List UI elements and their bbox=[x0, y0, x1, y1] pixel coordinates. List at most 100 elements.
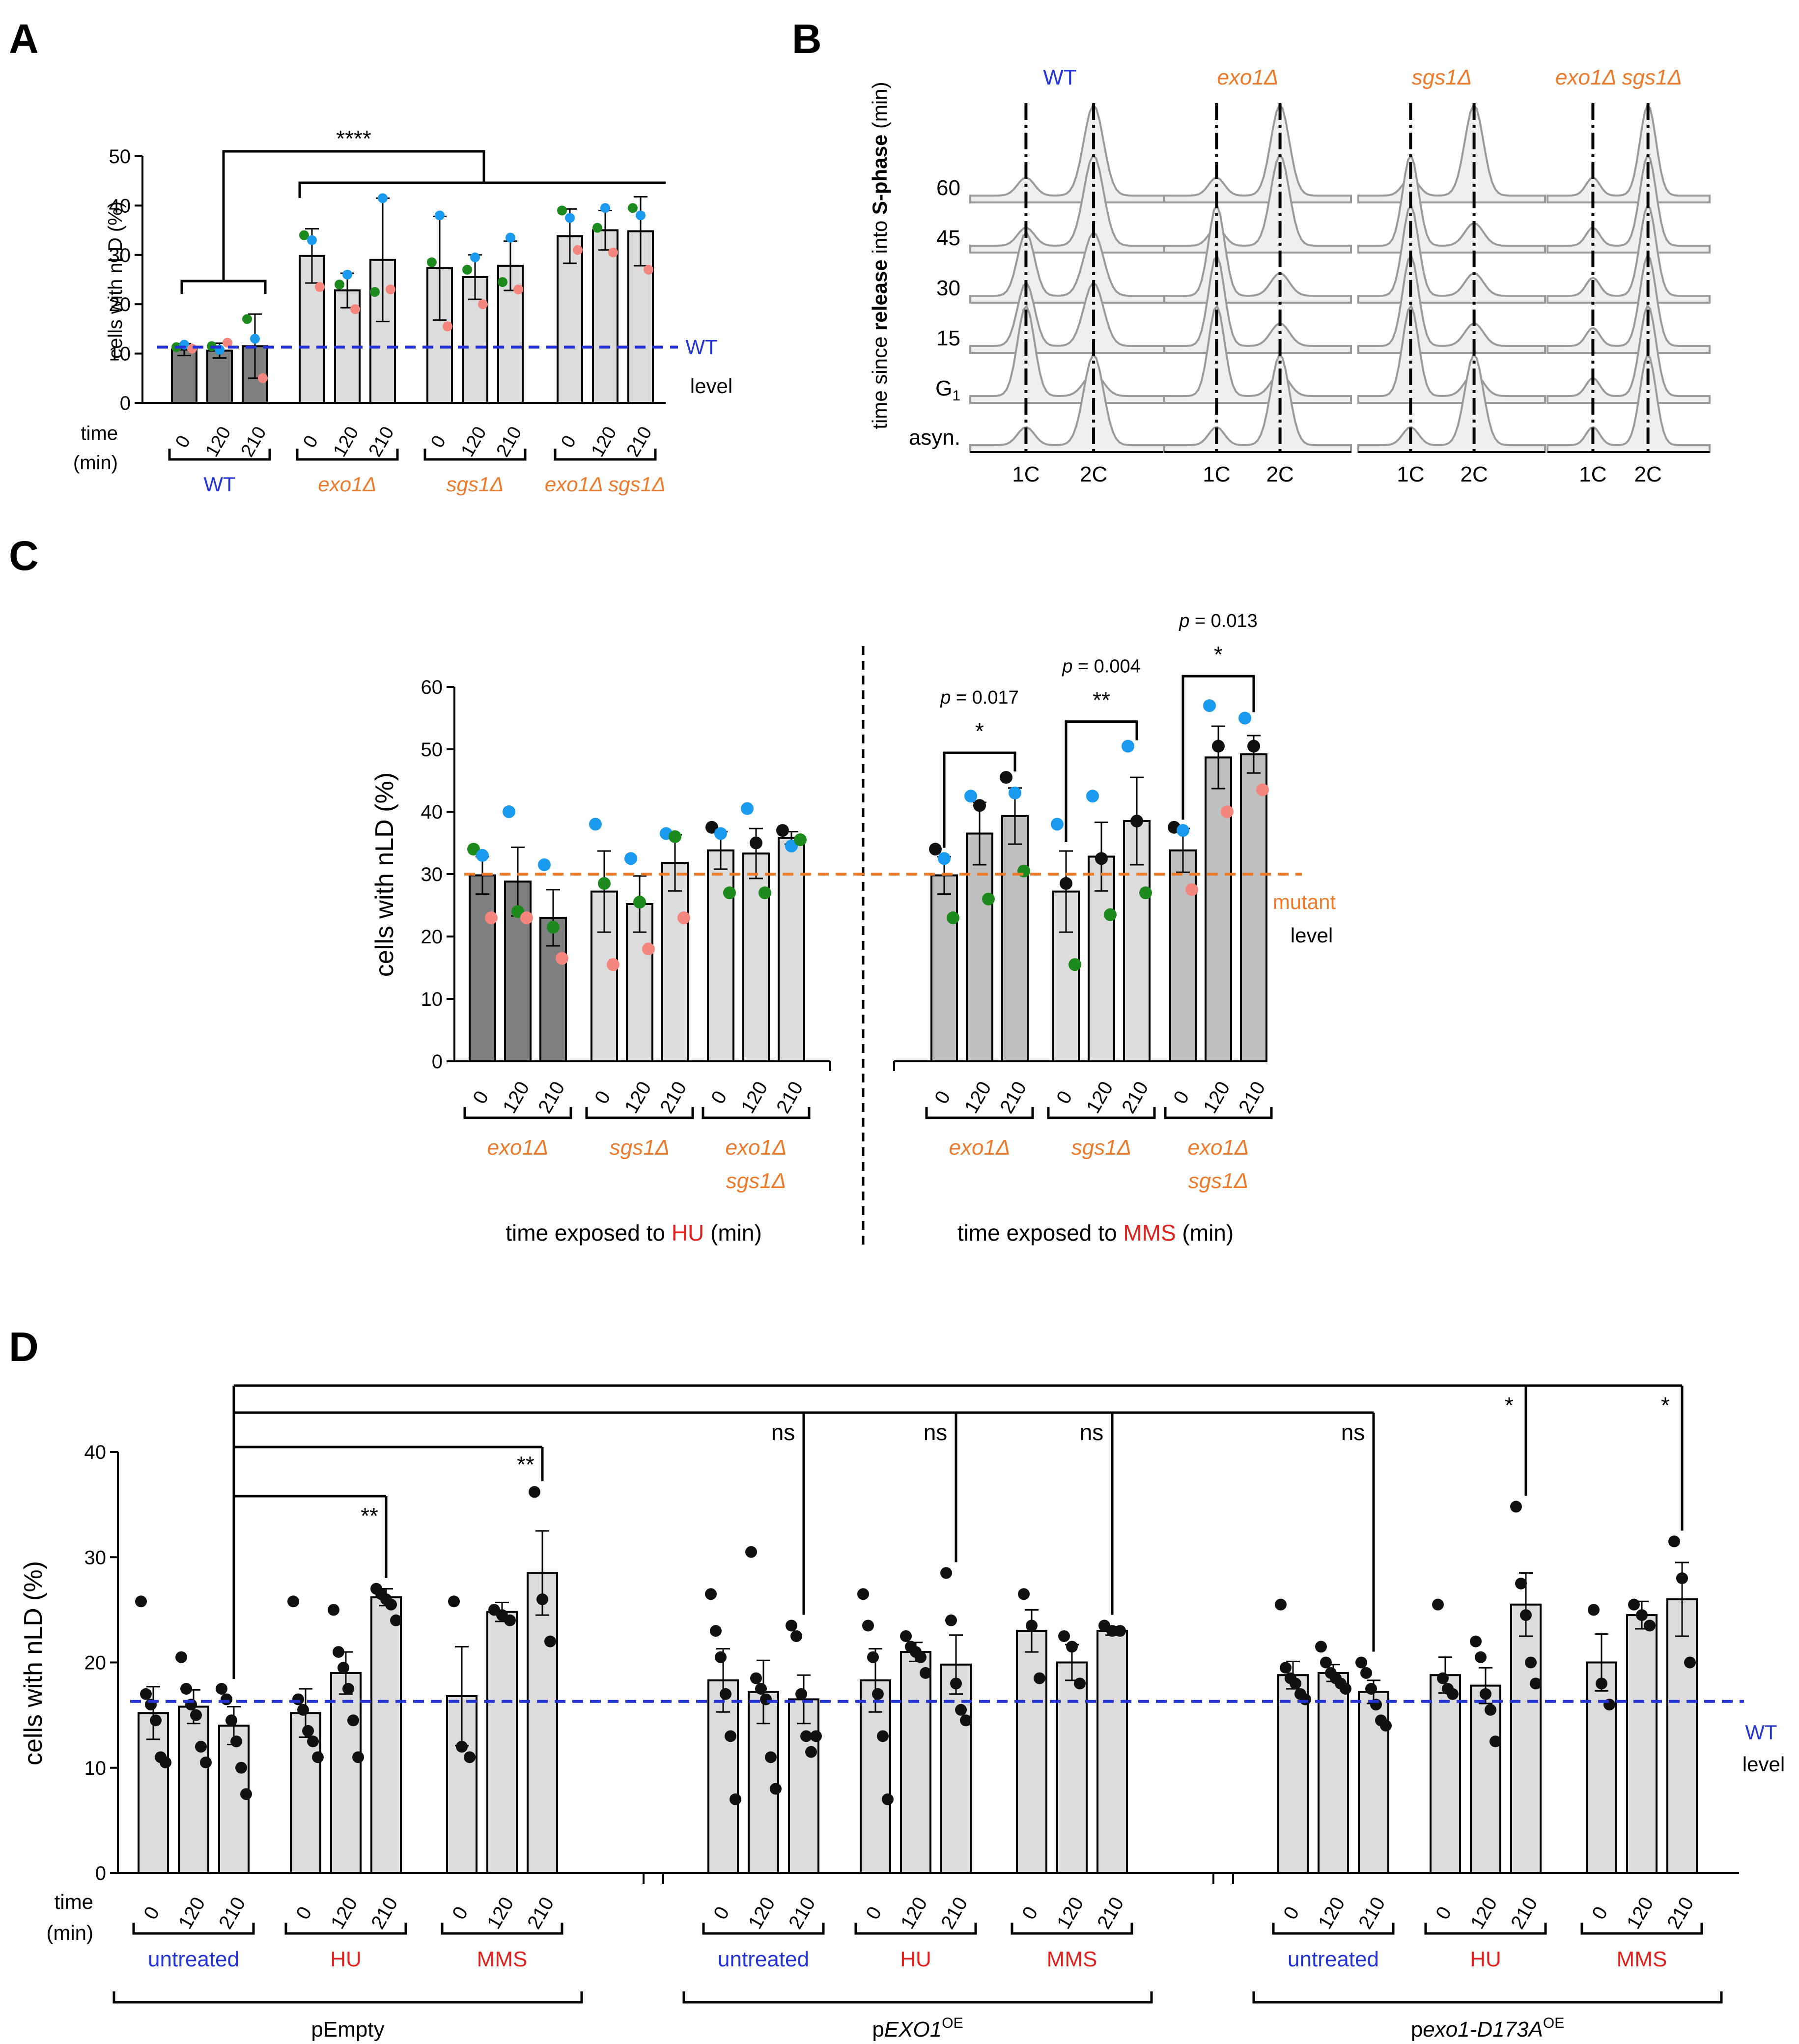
a-dot bbox=[506, 232, 515, 243]
a-dot bbox=[462, 264, 472, 275]
d-dot bbox=[1530, 1677, 1542, 1690]
a-dot bbox=[335, 280, 344, 290]
c-x-label-post: (min) bbox=[704, 1220, 762, 1246]
d-time-tick: 210 bbox=[1354, 1894, 1389, 1933]
a-wt-level-label2: level bbox=[690, 374, 732, 397]
b-row-label: G1 bbox=[935, 376, 960, 404]
d-bar-0-1-0 bbox=[290, 1712, 321, 1874]
c-time-tick: 0 bbox=[707, 1087, 731, 1107]
c-dot bbox=[1104, 908, 1117, 921]
d-dot bbox=[175, 1651, 187, 1663]
c-dot bbox=[1212, 739, 1225, 753]
d-plasmid-bracket bbox=[112, 1991, 583, 2004]
d-dot bbox=[1470, 1635, 1482, 1647]
a-significance: **** bbox=[336, 126, 371, 151]
d-group-label: untreated bbox=[718, 1947, 809, 1971]
c-group-label: exo1Δ bbox=[1188, 1136, 1249, 1160]
b-histogram-3-4 bbox=[1546, 153, 1711, 254]
c-bar-1-2-0 bbox=[1169, 849, 1197, 1062]
a-dot bbox=[565, 213, 575, 223]
b-row-label: asyn. bbox=[909, 426, 960, 450]
a-time-tick: 120 bbox=[588, 423, 621, 460]
d-dot bbox=[900, 1630, 912, 1642]
b-histogram-2-1 bbox=[1357, 304, 1546, 404]
a-y-axis-tick-label: 10 bbox=[109, 343, 131, 365]
c-stat-p: p = 0.017 bbox=[940, 687, 1019, 708]
c-mutant-level-label: mutant bbox=[1273, 890, 1336, 913]
b-marker-label: 1C bbox=[1012, 462, 1040, 486]
c-dot bbox=[1177, 824, 1189, 837]
d-dot bbox=[347, 1714, 359, 1727]
d-dot bbox=[790, 1630, 802, 1642]
d-dot bbox=[1315, 1641, 1327, 1653]
d-time-tick: 120 bbox=[897, 1894, 931, 1933]
a-y-axis-tick-label: 0 bbox=[120, 393, 131, 414]
d-y-axis-tick-label: 40 bbox=[84, 1442, 107, 1463]
d-dot bbox=[328, 1604, 339, 1616]
c-group-bracket bbox=[925, 1107, 1034, 1119]
c-dot bbox=[538, 858, 551, 871]
c-time-tick: 120 bbox=[960, 1078, 995, 1117]
b-row-label: 15 bbox=[936, 326, 960, 350]
b-marker-label: 2C bbox=[1266, 462, 1293, 486]
a-dot bbox=[557, 205, 567, 216]
c-dot bbox=[1203, 699, 1216, 712]
b-histogram-3-1 bbox=[1546, 304, 1711, 404]
d-plasmid-label-name: Empty bbox=[323, 2017, 385, 2042]
d-dot bbox=[1380, 1720, 1392, 1732]
d-y-axis-tick-label: 0 bbox=[95, 1863, 106, 1884]
b-y-label-part: S-phase bbox=[868, 135, 891, 215]
c-time-tick: 210 bbox=[534, 1078, 569, 1117]
c-dot bbox=[476, 849, 489, 862]
c-bar-1-0-1 bbox=[966, 832, 993, 1062]
b-row-label: 30 bbox=[936, 276, 960, 300]
c-dot bbox=[607, 958, 619, 971]
a-y-axis-tick-label: 40 bbox=[109, 195, 131, 217]
d-dot bbox=[1355, 1656, 1367, 1669]
d-time-tick: 0 bbox=[1588, 1903, 1612, 1923]
c-dot bbox=[723, 886, 736, 900]
b-y-label-part: into bbox=[868, 215, 891, 259]
b-histogram-0-4 bbox=[969, 154, 1170, 254]
a-sig-wt-bracket bbox=[180, 280, 267, 294]
d-bar-1-2-0 bbox=[1016, 1630, 1047, 1874]
d-dot bbox=[1447, 1688, 1459, 1700]
d-time-tick: 0 bbox=[1279, 1903, 1303, 1923]
a-time-tick: 210 bbox=[493, 423, 526, 460]
a-dot bbox=[427, 257, 437, 267]
d-dot bbox=[770, 1783, 782, 1795]
c-stat-star: ** bbox=[1093, 687, 1110, 713]
a-time-tick: 120 bbox=[202, 423, 235, 460]
c-dot bbox=[669, 830, 681, 843]
d-dot bbox=[297, 1703, 309, 1716]
d-dot bbox=[1280, 1662, 1292, 1674]
d-dot bbox=[765, 1751, 777, 1763]
a-dot bbox=[242, 314, 252, 324]
b-y-label-part: release bbox=[868, 259, 891, 331]
d-group-label: MMS bbox=[1617, 1947, 1667, 1971]
d-dot bbox=[725, 1730, 736, 1742]
d-dot bbox=[190, 1709, 202, 1721]
a-dot bbox=[315, 282, 325, 292]
d-wt-level-label2: level bbox=[1743, 1753, 1785, 1776]
a-group-label: sgs1Δ bbox=[447, 473, 504, 496]
d-dot bbox=[750, 1672, 762, 1684]
d-dot bbox=[385, 1598, 397, 1611]
c-stat-p-value: = 0.013 bbox=[1189, 611, 1257, 631]
c-dot bbox=[1139, 886, 1152, 900]
d-time-tick: 120 bbox=[174, 1894, 209, 1933]
d-dot bbox=[307, 1735, 319, 1748]
a-dot bbox=[443, 321, 452, 332]
a-bar-2-1 bbox=[462, 276, 488, 404]
d-bar-1-2-2 bbox=[1096, 1630, 1128, 1874]
d-time-tick: 210 bbox=[1663, 1894, 1698, 1933]
d-dot bbox=[945, 1614, 957, 1626]
d-wt-level-label: WT bbox=[1745, 1721, 1777, 1744]
b-histogram-2-3 bbox=[1357, 203, 1546, 304]
d-dot bbox=[867, 1651, 879, 1663]
d-dot bbox=[960, 1714, 972, 1727]
b-column-title: WT bbox=[1043, 65, 1076, 89]
c-y-label: cells with nLD (%) bbox=[370, 772, 399, 977]
c-time-tick: 120 bbox=[1082, 1078, 1117, 1117]
